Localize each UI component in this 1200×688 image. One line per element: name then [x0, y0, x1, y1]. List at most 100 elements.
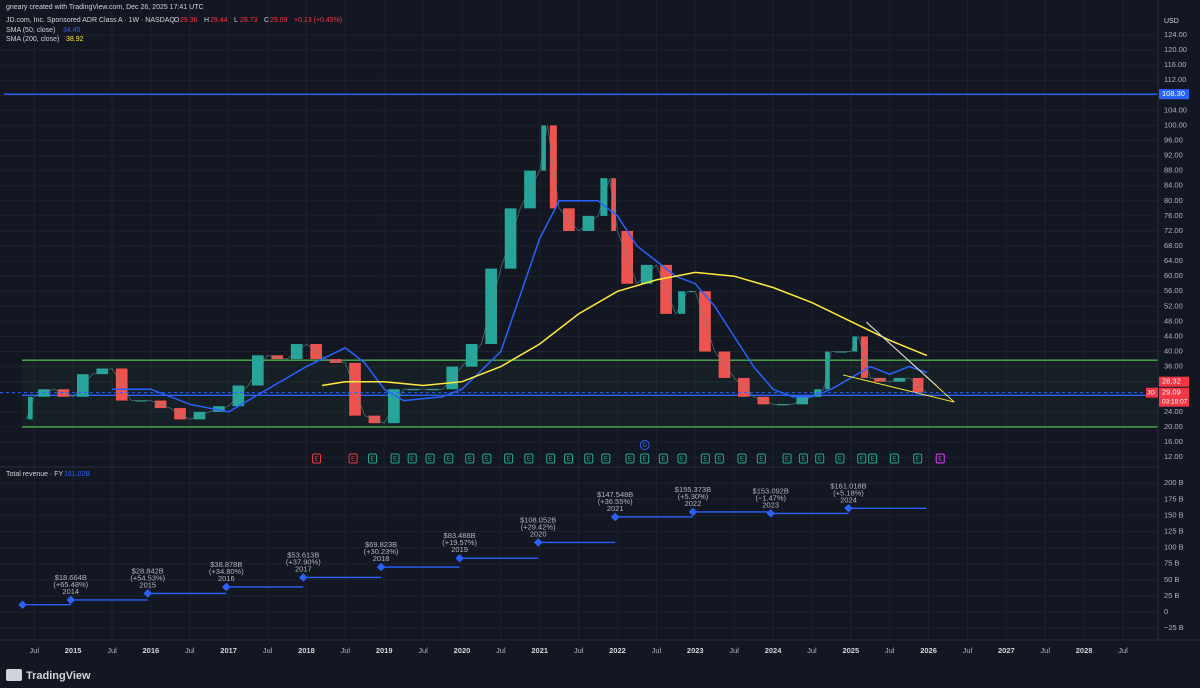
earnings-marker[interactable] [658, 453, 668, 464]
earnings-marker-label: E [717, 457, 721, 463]
earnings-marker[interactable] [798, 453, 808, 464]
earnings-marker-label: E [661, 457, 665, 463]
earnings-marker[interactable] [348, 453, 358, 464]
revenue-change-label: (+29.42%) [521, 522, 556, 531]
candle [689, 291, 694, 293]
earnings-marker-label: E [740, 457, 744, 463]
revenue-period-label: 2018 [373, 554, 390, 563]
y-tick-label: 76.00 [1164, 211, 1183, 220]
revenue-point [533, 538, 543, 547]
countdown: 03:18:07 [1162, 398, 1188, 405]
sma-line [321, 271, 928, 387]
earnings-marker-label: E [604, 457, 608, 463]
level-tag [1159, 89, 1189, 100]
earnings-marker[interactable] [504, 453, 514, 464]
earnings-marker-label: E [507, 457, 511, 463]
x-tick-label: Jul [574, 646, 584, 655]
earnings-marker[interactable] [868, 453, 878, 464]
plot: E E E E E E E E E E E E E E E E E E E E E E E E E E E E E E E E D $18.664… [0, 93, 1158, 609]
y-tick-label: 96.00 [1164, 135, 1183, 144]
earnings-marker[interactable] [546, 453, 556, 464]
earnings-marker[interactable] [857, 453, 867, 464]
earnings-marker[interactable] [368, 453, 378, 464]
earnings-marker[interactable] [815, 453, 825, 464]
y-tick-label: 100.00 [1164, 120, 1187, 129]
earnings-marker[interactable] [835, 453, 845, 464]
ohlc-label: C [264, 17, 269, 24]
earnings-marker[interactable] [524, 453, 534, 464]
earnings-marker[interactable] [913, 453, 923, 464]
credit: gneary created with TradingView.com, Dec… [6, 4, 204, 11]
earnings-marker-label: E [527, 457, 531, 463]
earnings-marker[interactable] [564, 453, 574, 464]
earnings-marker[interactable] [640, 453, 650, 464]
symbol-tag-label: JD [1147, 389, 1155, 396]
revenue-point [376, 562, 386, 572]
revenue-change-label: (+19.57%) [442, 538, 477, 547]
y-tick-label: 175 B [1164, 494, 1184, 503]
earnings-marker[interactable] [677, 453, 687, 464]
x-tick-label: Jul [185, 646, 195, 655]
revenue-change-label: (+34.80%) [209, 567, 244, 576]
earnings-marker-label: E [680, 457, 684, 463]
logo [6, 669, 22, 681]
x-tick-label: 2022 [609, 646, 626, 655]
x-tick-label: 2026 [920, 646, 937, 655]
y-tick-label: 75 B [1164, 559, 1179, 568]
y-tick-label: 124.00 [1164, 30, 1187, 39]
candle [135, 400, 147, 402]
earnings-marker[interactable] [390, 453, 400, 464]
earnings-marker-label: E [393, 457, 397, 463]
x-tick-label: Jul [1040, 646, 1050, 655]
earnings-marker[interactable] [935, 453, 945, 464]
revenue-value-label: $18.664B [55, 573, 87, 582]
earnings-marker[interactable] [782, 453, 792, 464]
ohlc-value: 29.09 [270, 17, 288, 24]
revenue-value-label: $53.613B [287, 550, 319, 559]
earnings-marker-label: E [447, 457, 451, 463]
earnings-marker-label: E [468, 457, 472, 463]
axes: 124.00120.00116.00112.00108.00104.00100.… [29, 30, 1189, 655]
earnings-marker[interactable] [584, 453, 594, 464]
earnings-marker[interactable] [312, 453, 322, 464]
revenue-change-label: (−1.47%) [755, 493, 786, 502]
earnings-marker[interactable] [756, 453, 766, 464]
x-tick-label: Jul [807, 646, 817, 655]
earnings-marker-label: E [892, 457, 896, 463]
earnings-marker-label: E [351, 457, 355, 463]
dividend-marker [639, 440, 650, 450]
earnings-marker[interactable] [465, 453, 475, 464]
earnings-marker[interactable] [889, 453, 899, 464]
earnings-marker[interactable] [601, 453, 611, 464]
price-tag [1159, 387, 1189, 407]
earnings-marker-label: E [871, 457, 875, 463]
sma200-label: SMA (200, close) [6, 36, 59, 43]
x-tick-label: Jul [263, 646, 273, 655]
earnings-marker[interactable] [407, 453, 417, 464]
earnings-marker[interactable] [700, 453, 710, 464]
revenue-value-label: $28.842B [132, 566, 164, 575]
revenue-value-label: $147.548B [597, 490, 633, 499]
y-tick-label: 56.00 [1164, 286, 1183, 295]
earnings-marker-label: E [801, 457, 805, 463]
y-tick-label: 64.00 [1164, 256, 1183, 265]
earnings-marker[interactable] [737, 453, 747, 464]
earnings-marker-label: E [628, 457, 632, 463]
earnings-marker-label: E [643, 457, 647, 463]
earnings-marker[interactable] [625, 453, 635, 464]
earnings-marker[interactable] [425, 453, 435, 464]
grid [0, 0, 1158, 640]
ohlc-label: H [204, 17, 209, 24]
revenue-period-label: 2016 [218, 574, 235, 583]
earnings-marker[interactable] [444, 453, 454, 464]
price-tag-label: 29.09 [1162, 388, 1181, 397]
revenue-change-label: (+5.18%) [833, 488, 864, 497]
earnings-marker[interactable] [714, 453, 724, 464]
x-tick-label: 2017 [220, 646, 237, 655]
earnings-marker-label: E [587, 457, 591, 463]
earnings-marker-label: E [938, 457, 942, 463]
earnings-marker-label: E [371, 457, 375, 463]
earnings-marker[interactable] [482, 453, 492, 464]
x-tick-label: 2021 [531, 646, 548, 655]
x-tick-label: 2027 [998, 646, 1015, 655]
